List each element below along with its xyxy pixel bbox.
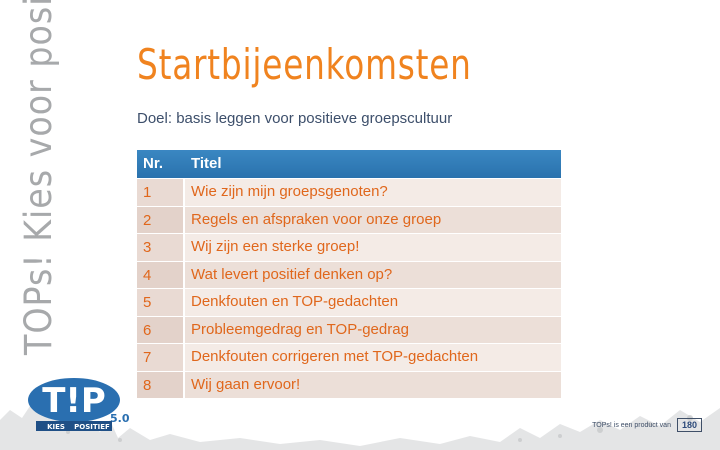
table-row: 7 Denkfouten corrigeren met TOP-gedachte… [137, 343, 561, 371]
logo-letters: T!P [42, 381, 106, 421]
row-nr: 4 [137, 261, 185, 288]
goal-label: Doel: [137, 110, 173, 127]
row-title: Wie zijn mijn groepsgenoten? [185, 179, 561, 206]
row-nr: 6 [137, 316, 185, 343]
row-nr: 5 [137, 289, 185, 316]
header-nr: Nr. [143, 155, 164, 172]
row-nr: 3 [137, 234, 185, 261]
logo-mark: 5.0 [110, 412, 130, 425]
logo-kies: KIES [47, 423, 65, 431]
vertical-tagline: TOPs! Kies voor positief [17, 0, 60, 355]
table-row: 5 Denkfouten en TOP-gedachten [137, 288, 561, 316]
logo-positief: POSITIEF [74, 423, 110, 431]
row-title: Denkfouten en TOP-gedachten [185, 289, 561, 316]
footer: TOPs! is een product van 180 [592, 418, 702, 432]
row-title: Denkfouten corrigeren met TOP-gedachten [185, 344, 561, 371]
tops-logo: T!P 5.0 KIES POSITIEF [28, 378, 130, 431]
footer-text: TOPs! is een product van [592, 421, 671, 429]
table-row: 3 Wij zijn een sterke groep! [137, 233, 561, 261]
page-title: Startbijeenkomsten [137, 40, 472, 89]
row-title: Wat levert positief denken op? [185, 261, 561, 288]
row-nr: 2 [137, 206, 185, 233]
footer-badge: 180 [676, 418, 702, 432]
row-title: Regels en afspraken voor onze groep [185, 206, 561, 233]
goal-line: Doel: basis leggen voor positieve groeps… [137, 110, 452, 127]
table-row: 4 Wat levert positief denken op? [137, 260, 561, 288]
table-row: 8 Wij gaan ervoor! [137, 370, 561, 398]
row-title: Probleemgedrag en TOP-gedrag [185, 316, 561, 343]
table-header: Nr. Titel [137, 150, 561, 178]
row-nr: 1 [137, 179, 185, 206]
header-title: Titel [191, 155, 222, 172]
table-row: 6 Probleemgedrag en TOP-gedrag [137, 315, 561, 343]
table-row: 1 Wie zijn mijn groepsgenoten? [137, 178, 561, 206]
row-title: Wij gaan ervoor! [185, 371, 561, 398]
goal-text: basis leggen voor positieve groepscultuu… [172, 110, 453, 127]
table-row: 2 Regels en afspraken voor onze groep [137, 205, 561, 233]
row-nr: 7 [137, 344, 185, 371]
sessions-table: Nr. Titel 1 Wie zijn mijn groepsgenoten?… [137, 150, 561, 398]
row-nr: 8 [137, 371, 185, 398]
row-title: Wij zijn een sterke groep! [185, 234, 561, 261]
